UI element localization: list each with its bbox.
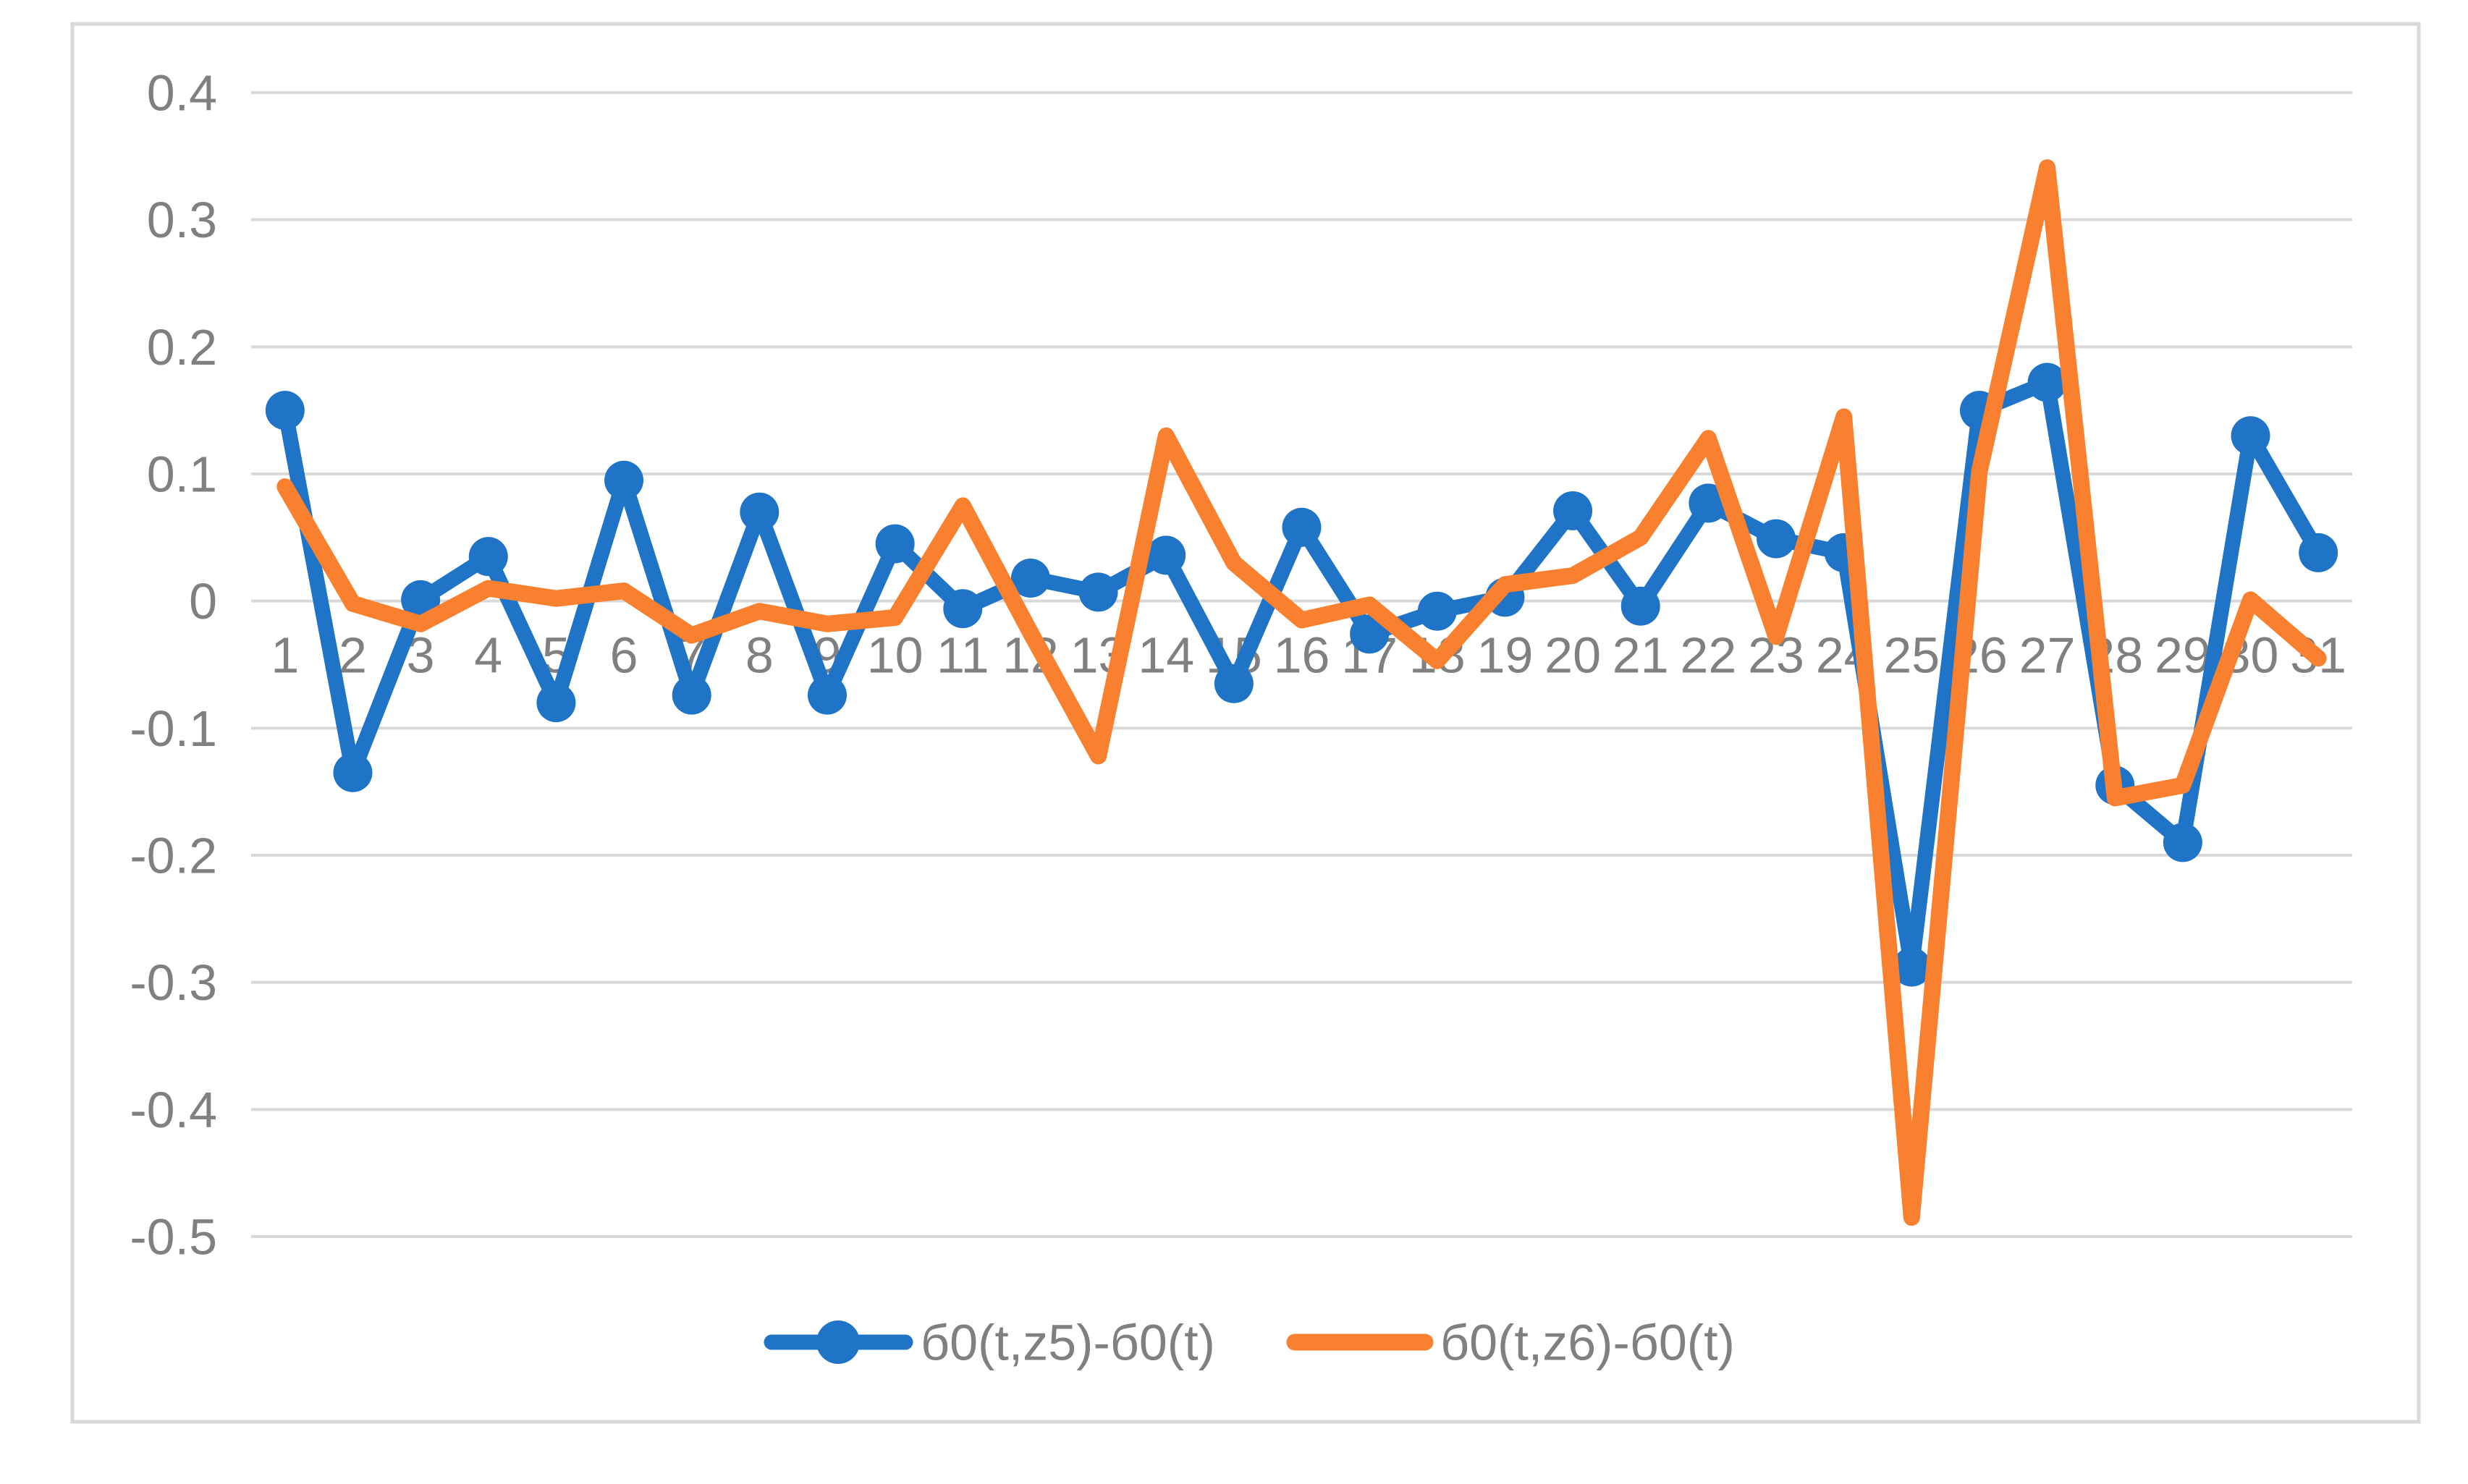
series-1-point-marker [2299, 533, 2338, 572]
x-tick-label: 1 [271, 627, 299, 684]
y-axis-labels: 0.4 0.3 0.2 0.1 0 -0.1 -0.2 -0.3 -0.4 -0.5 [130, 65, 217, 1265]
y-tick-label: -0.5 [130, 1209, 217, 1265]
y-tick-label: 0.1 [147, 446, 217, 503]
series-1-point-marker [1214, 663, 1254, 703]
y-tick-label: 0.3 [147, 192, 217, 248]
legend-circle-marker-series1 [816, 1320, 860, 1364]
x-tick-label: 8 [745, 627, 774, 684]
series-1-point-marker [1010, 559, 1050, 598]
legend: б0(t,z5)-б0(t) б0(t,z6)-б0(t) [764, 1315, 1735, 1371]
series-1-point-marker [1282, 507, 1322, 547]
series-1-point-marker [1078, 572, 1118, 612]
x-tick-label: 2 [339, 627, 367, 684]
y-tick-label: 0.2 [147, 319, 217, 376]
y-tick-label: 0.4 [147, 65, 217, 122]
x-tick-label: 20 [1544, 627, 1601, 684]
x-tick-label: 29 [2155, 627, 2211, 684]
x-tick-label: 10 [867, 627, 924, 684]
x-tick-label: 4 [474, 627, 502, 684]
series-1-point-marker [2163, 823, 2202, 862]
series-1-point-marker [1146, 535, 1186, 575]
series-1-point-marker [1689, 483, 1728, 523]
series-1-point-marker [1350, 614, 1390, 654]
series-1-point-marker [468, 537, 508, 577]
series-1-point-marker [1620, 586, 1660, 626]
y-tick-label: -0.4 [130, 1082, 217, 1138]
y-tick-label: 0 [189, 573, 217, 629]
series-1-point-marker [875, 524, 915, 564]
series-1-point-marker [604, 460, 644, 500]
legend-label-series1: б0(t,z5)-б0(t) [921, 1315, 1215, 1371]
series-1-point-marker [333, 752, 373, 792]
series-1-point-marker [807, 675, 847, 715]
series-1-point-marker [536, 683, 576, 723]
series-1-point-marker [1892, 947, 1932, 987]
y-tick-label: -0.3 [130, 954, 217, 1011]
x-tick-label: 16 [1274, 627, 1330, 684]
legend-label-series2: б0(t,z6)-б0(t) [1440, 1315, 1735, 1371]
x-tick-label: 22 [1680, 627, 1736, 684]
series-1-point-marker [672, 675, 711, 715]
chart-border [70, 22, 2421, 1424]
series-1-point-marker [740, 492, 779, 532]
x-tick-label: 25 [1883, 627, 1940, 684]
x-tick-label: 11 [937, 627, 989, 684]
x-tick-label: 14 [1138, 627, 1194, 684]
y-tick-label: -0.2 [130, 828, 217, 884]
y-tick-label: -0.1 [130, 700, 217, 757]
series-layer [265, 159, 2338, 1226]
x-tick-label: 27 [2019, 627, 2076, 684]
series-1-point-marker [1417, 591, 1457, 631]
legend-item-series2: б0(t,z6)-б0(t) [1286, 1315, 1735, 1371]
series-1-point-marker [943, 589, 983, 629]
series-1-point-marker [1553, 491, 1593, 530]
series-1-point-marker [265, 391, 305, 431]
series-1-point-marker [2027, 362, 2067, 402]
series-1-point-marker [1757, 519, 1796, 559]
series-line-2 [276, 159, 2327, 1226]
x-tick-label: 6 [610, 627, 638, 684]
gridlines [251, 91, 2352, 1238]
legend-item-series1: б0(t,z5)-б0(t) [764, 1315, 1215, 1371]
x-tick-label: 19 [1476, 627, 1533, 684]
series-1-point-marker [2231, 416, 2270, 456]
x-tick-label: 21 [1613, 627, 1669, 684]
